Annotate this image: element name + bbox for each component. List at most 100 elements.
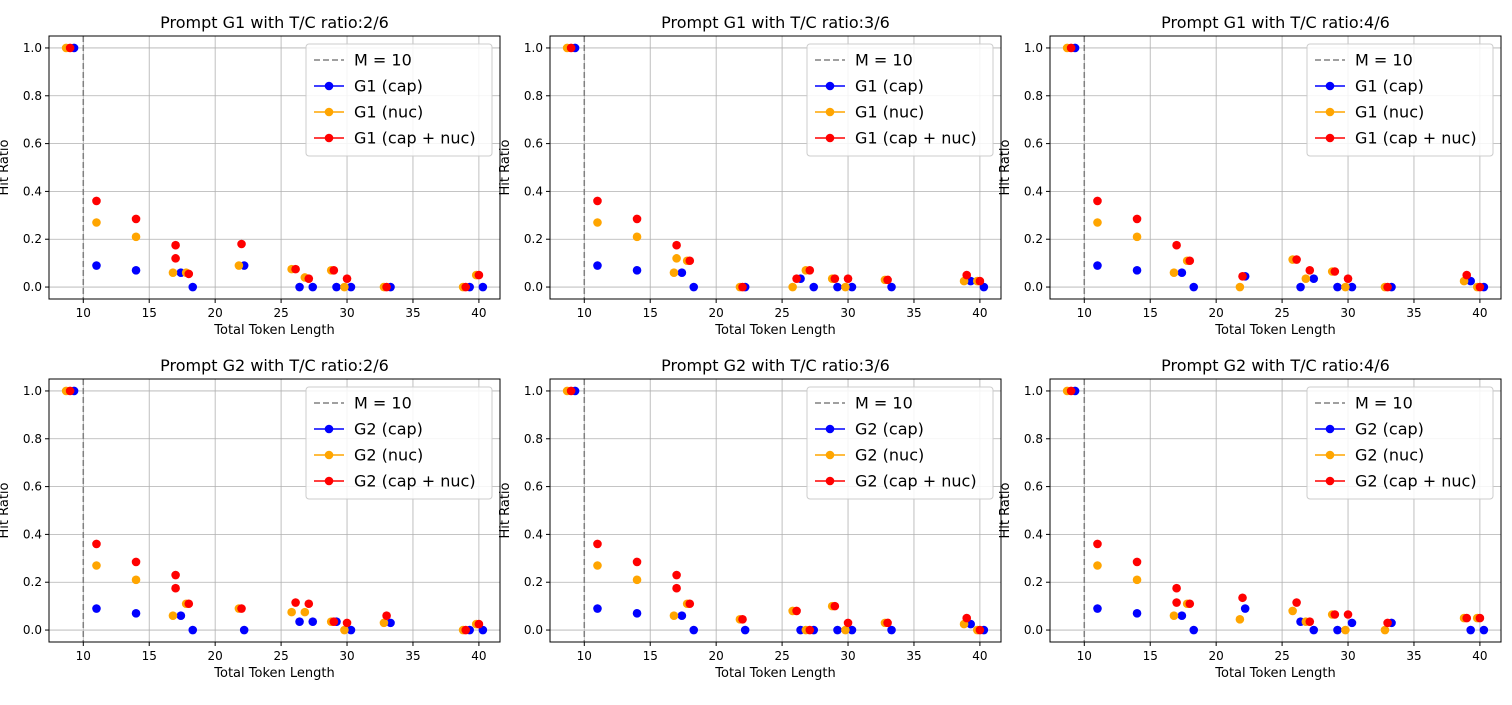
y-tick-label: 0.6 <box>524 480 543 494</box>
data-point <box>847 625 857 635</box>
x-tick-label: 15 <box>142 306 157 320</box>
series-3 <box>566 43 985 292</box>
legend-label: G1 (cap + nuc) <box>1355 129 1477 148</box>
y-tick-label: 1.0 <box>1024 41 1043 55</box>
x-tick-label: 15 <box>1143 306 1158 320</box>
data-point <box>632 214 642 224</box>
legend-swatch-marker <box>324 81 334 91</box>
data-point <box>677 268 687 278</box>
x-tick-label: 10 <box>577 649 592 663</box>
data-point <box>593 196 602 206</box>
data-point <box>92 261 101 270</box>
data-point <box>1301 274 1311 283</box>
data-point <box>1309 625 1319 635</box>
data-point <box>92 196 101 206</box>
x-tick-label: 15 <box>643 649 658 663</box>
legend-swatch-marker <box>825 133 835 143</box>
data-point <box>685 256 695 266</box>
x-axis-label: Total Token Length <box>213 323 334 338</box>
legend: M = 10 G2 (cap) G2 (nuc) G2 (cap + nuc) <box>305 386 493 500</box>
data-point <box>1093 261 1102 270</box>
data-point <box>632 609 642 618</box>
legend-label: G1 (cap + nuc) <box>354 129 476 148</box>
data-point <box>830 601 840 611</box>
data-point <box>841 625 850 635</box>
legend-swatch-marker <box>825 107 835 117</box>
y-tick-label: 1.0 <box>23 41 42 55</box>
data-point <box>474 270 484 280</box>
data-point <box>689 282 699 292</box>
data-point <box>304 599 314 609</box>
y-tick-label: 0.6 <box>1024 137 1043 151</box>
axes-frame <box>1049 35 1502 300</box>
data-point <box>738 614 747 624</box>
data-point <box>792 274 801 283</box>
y-axis-label: Hit Ratio <box>0 482 12 538</box>
data-point <box>65 386 75 396</box>
data-point <box>1343 610 1353 619</box>
y-tick-label: 0.8 <box>23 89 42 103</box>
data-point <box>833 282 842 292</box>
data-point <box>1462 613 1472 623</box>
data-point <box>171 583 180 593</box>
data-point <box>1475 613 1485 623</box>
x-tick-label: 15 <box>643 306 658 320</box>
legend-swatch-marker <box>324 450 334 460</box>
data-point <box>672 254 681 263</box>
legend: M = 10 G1 (cap) G1 (nuc) G1 (cap + nuc) <box>1306 43 1494 157</box>
legend-label: G1 (nuc) <box>855 103 924 122</box>
data-point <box>1380 625 1390 635</box>
data-point <box>332 282 341 292</box>
x-tick-label: 20 <box>208 649 223 663</box>
data-point <box>131 266 141 275</box>
data-point <box>237 604 246 613</box>
y-tick-label: 0.2 <box>524 575 543 589</box>
legend-swatch-marker <box>324 476 334 486</box>
data-point <box>669 268 679 278</box>
chart-panel-3: 10 15 20 25 30 35 40 0.0 0.2 0.4 0.6 0.8 1.0 Prompt G… <box>998 13 1502 338</box>
legend-label: M = 10 <box>354 51 412 70</box>
data-point <box>1185 256 1195 266</box>
legend-label: G2 (cap + nuc) <box>1355 472 1477 491</box>
data-point <box>1169 611 1179 620</box>
chart-panel-6: 10 15 20 25 30 35 40 0.0 0.2 0.4 0.6 0.8 1.0 Prompt G… <box>998 356 1502 681</box>
data-point <box>1343 274 1353 283</box>
x-tick-label: 25 <box>273 306 288 320</box>
x-tick-label: 35 <box>405 649 420 663</box>
legend-swatch-marker <box>825 450 835 460</box>
x-tick-label: 10 <box>1077 306 1092 320</box>
data-point <box>287 607 296 617</box>
data-point <box>1347 282 1357 292</box>
x-axis-label: Total Token Length <box>714 323 835 338</box>
x-tick-label: 35 <box>1406 306 1421 320</box>
data-point <box>632 232 642 242</box>
data-point <box>478 282 488 292</box>
chart-panel-2: 10 15 20 25 30 35 40 0.0 0.2 0.4 0.6 0.8 1.0 Prompt G… <box>498 13 1002 338</box>
legend-box <box>1306 43 1494 157</box>
data-point <box>593 539 602 549</box>
legend-label: G1 (cap + nuc) <box>855 129 977 148</box>
x-tick-label: 25 <box>1274 649 1289 663</box>
y-tick-label: 0.8 <box>1024 89 1043 103</box>
data-point <box>382 611 391 620</box>
data-point <box>1240 604 1250 613</box>
legend-box <box>806 43 994 157</box>
data-point <box>1185 599 1195 609</box>
y-tick-label: 1.0 <box>23 384 42 398</box>
data-point <box>1296 282 1305 292</box>
legend-label: G2 (cap) <box>1355 420 1424 439</box>
legend-label: G1 (nuc) <box>1355 103 1424 122</box>
legend-label: G1 (nuc) <box>354 103 423 122</box>
x-tick-label: 20 <box>1209 306 1224 320</box>
data-point <box>792 606 801 616</box>
series-1 <box>1070 386 1489 635</box>
legend-swatch-marker <box>825 476 835 486</box>
x-tick-label: 25 <box>774 649 789 663</box>
data-point <box>1305 266 1315 275</box>
data-point <box>1292 255 1301 264</box>
legend-swatch-marker <box>1325 133 1335 143</box>
data-point <box>1383 618 1392 628</box>
y-tick-label: 0.4 <box>1024 184 1043 198</box>
data-point <box>237 239 246 249</box>
x-tick-label: 30 <box>840 306 855 320</box>
